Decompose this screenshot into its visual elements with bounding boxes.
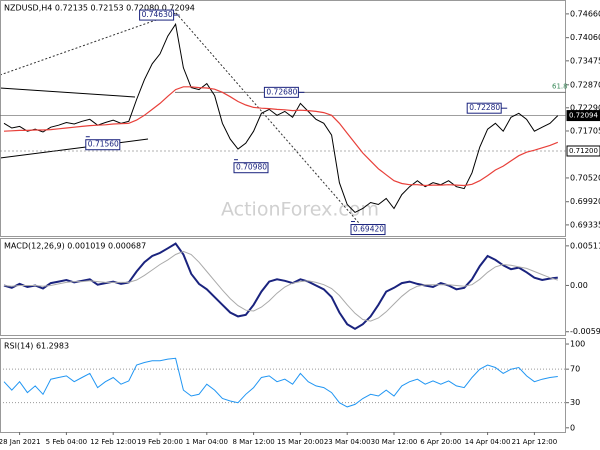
series-line [3,250,558,322]
rsi-title: RSI(14) 61.2983 [4,342,69,351]
annotation-label: 0.71560 [88,140,119,149]
y-tick-label: 100 [570,340,585,349]
y-tick-label: 0.69920 [570,197,600,206]
x-tick-label: 15 Mar 20:00 [277,438,324,446]
series-line [3,86,559,187]
annotation-label: 0.72680 [266,87,297,96]
y-tick-label: 0.71705 [570,126,600,135]
y-tick-label: 0.74660 [570,9,600,18]
x-tick-label: 1 Mar 04:00 [186,438,228,446]
price-box [566,145,600,157]
x-tick-label: 19 Feb 20:00 [137,438,183,446]
level-label: 61.8 [552,82,568,90]
y-tick-label: 0 [570,423,575,432]
annotation-label: 0.70980 [236,163,267,172]
x-tick-label: 5 Feb 04:00 [46,438,87,446]
y-tick-label: 30 [570,398,580,407]
fib-line [0,12,177,76]
trend-line [0,87,136,98]
series-line [3,357,558,408]
y-tick-label: 0.69335 [570,220,600,229]
annotation-label: 0.69420 [353,225,384,234]
series-line [3,22,559,214]
x-tick-label: 12 Feb 12:00 [90,438,136,446]
y-tick-label: 70 [570,365,580,374]
price-title: NZDUSD,H4 0.72135 0.72153 0.72080 0.7209… [4,4,195,13]
y-tick-label: 0.70520 [570,173,600,182]
x-tick-label: 21 Apr 12:00 [512,438,558,446]
trend-line [0,138,149,159]
x-tick-label: 14 Apr 04:00 [465,438,511,446]
y-tick-label: 0.73475 [570,56,600,65]
y-tick-label: -0.005978 [570,327,600,336]
annotation-box [233,162,269,174]
x-tick-label: 8 Mar 12:00 [232,438,274,446]
y-tick-label: 0.00 [570,281,588,290]
rsi-panel [0,338,566,433]
price-panel [0,0,566,237]
price-box [566,110,600,122]
y-tick-label: 0.74060 [570,33,600,42]
x-tick-label: 30 Mar 12:00 [371,438,418,446]
macd-panel [0,238,566,336]
y-tick-label: 0.72290 [570,103,600,112]
y-tick-label: 0.72870 [570,80,600,89]
x-tick-label: 28 Jan 2021 [0,438,41,446]
annotation-box [350,224,386,236]
price-box-label: 0.72094 [569,112,598,120]
y-tick-label: 0.005114 [570,241,600,250]
annotation-box [85,139,121,151]
macd-title: MACD(12,26,9) 0.001019 0.000687 [4,242,146,251]
x-tick-label: 6 Apr 20:00 [420,438,461,446]
price-box-label: 0.71200 [569,147,598,155]
annotation-label: 0.74630 [142,10,173,19]
watermark: ActionForex.com [221,199,379,221]
annotation-label: 0.72280 [469,103,500,112]
x-tick-label: 23 Mar 04:00 [324,438,371,446]
